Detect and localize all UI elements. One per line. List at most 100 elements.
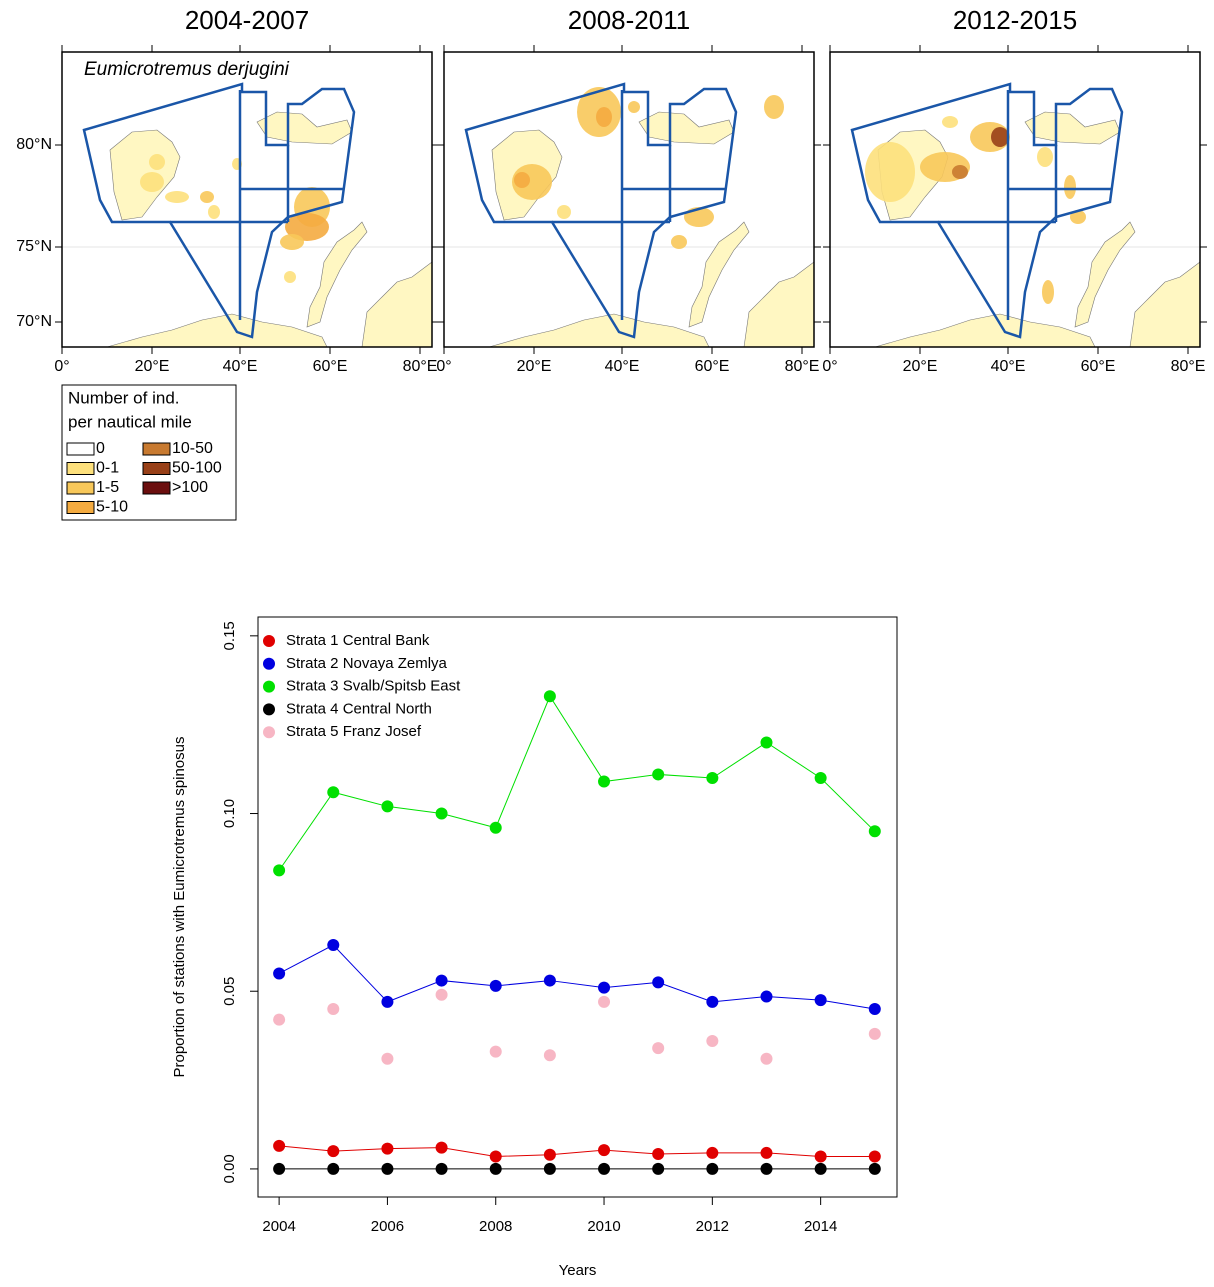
legend-swatch: [66, 462, 95, 475]
data-point: [543, 974, 556, 987]
series-line: [278, 695, 876, 871]
data-point: [598, 981, 611, 994]
panel-title: 2012-2015: [953, 5, 1077, 35]
data-point: [543, 1162, 556, 1175]
plot-frame: [257, 616, 898, 1198]
density-patch: [285, 213, 329, 241]
series: [273, 988, 881, 1065]
lon-label: 20°E: [903, 358, 938, 375]
density-patch: [628, 101, 640, 113]
density-patch: [514, 172, 530, 188]
data-point: [760, 1052, 773, 1065]
lon-label: 80°E: [403, 358, 438, 375]
lon-label: 20°E: [135, 358, 170, 375]
data-point: [489, 979, 502, 992]
lon-label: 0°: [436, 358, 451, 375]
data-point: [327, 1162, 340, 1175]
density-patch: [1064, 175, 1076, 199]
species-name: Eumicrotremus derjugini: [84, 59, 290, 80]
data-point: [327, 1145, 340, 1158]
data-point: [652, 1042, 665, 1055]
data-point: [868, 825, 881, 838]
map-panel: [444, 52, 814, 347]
density-patch: [671, 235, 687, 249]
data-point: [435, 807, 448, 820]
land: [361, 261, 432, 347]
legend-label: 0: [96, 440, 105, 457]
land: [743, 261, 814, 347]
land: [874, 313, 1096, 347]
legend-swatch: [66, 501, 95, 514]
lon-label: 80°E: [1171, 358, 1206, 375]
data-point: [327, 1002, 340, 1015]
x-tick-label: 2006: [371, 1218, 404, 1235]
legend-label: >100: [172, 479, 208, 496]
density-patch: [284, 271, 296, 283]
density-patch: [557, 205, 571, 219]
series: [273, 690, 881, 877]
lon-label: 60°E: [313, 358, 348, 375]
series: [273, 1162, 881, 1175]
data-point: [381, 800, 394, 813]
density-patch: [165, 191, 189, 203]
strata-outline: [82, 82, 356, 339]
data-point: [760, 1146, 773, 1159]
strata-outline: [464, 82, 738, 339]
y-tick-label: 0.10: [221, 799, 238, 828]
data-point: [814, 1150, 827, 1163]
land: [1129, 261, 1200, 347]
y-tick-label: 0.15: [221, 621, 238, 650]
lat-label: 75°N: [16, 238, 52, 255]
density-patch: [200, 191, 214, 203]
data-point: [598, 1144, 611, 1157]
data-point: [381, 1142, 394, 1155]
legend-swatch: [66, 481, 95, 495]
data-point: [543, 690, 556, 703]
land: [256, 111, 353, 145]
lon-label: 60°E: [1081, 358, 1116, 375]
legend-label: 10-50: [172, 440, 213, 457]
data-point: [706, 771, 719, 784]
panel-frame: [61, 51, 433, 348]
legend-label: Strata 1 Central Bank: [286, 632, 430, 649]
data-point: [814, 771, 827, 784]
data-point: [327, 939, 340, 952]
data-point: [327, 786, 340, 799]
legend-marker: [263, 680, 275, 693]
data-point: [435, 974, 448, 987]
data-point: [435, 988, 448, 1001]
series: [273, 939, 881, 1015]
data-point: [435, 1141, 448, 1154]
data-point: [598, 995, 611, 1008]
panel-title: 2004-2007: [185, 5, 309, 35]
legend-swatch: [142, 442, 171, 456]
data-point: [706, 1034, 719, 1047]
legend-label: Strata 2 Novaya Zemlya: [286, 655, 448, 672]
data-point: [489, 1150, 502, 1163]
panel-frame: [829, 51, 1201, 348]
data-point: [814, 994, 827, 1007]
data-point: [706, 1146, 719, 1159]
legend-title: Number of ind.: [68, 388, 180, 407]
data-point: [652, 976, 665, 989]
data-point: [381, 995, 394, 1008]
panel-title: 2008-2011: [568, 5, 690, 35]
data-point: [652, 768, 665, 781]
legend-label: 0-1: [96, 460, 119, 477]
data-point: [652, 1162, 665, 1175]
data-point: [760, 736, 773, 749]
series: [273, 1139, 881, 1163]
data-point: [489, 821, 502, 834]
map-panel: [62, 52, 432, 347]
strata-outline: [850, 82, 1124, 339]
x-tick-label: 2010: [587, 1218, 620, 1235]
data-point: [598, 1162, 611, 1175]
data-point: [273, 864, 286, 877]
data-point: [760, 1162, 773, 1175]
lon-label: 20°E: [517, 358, 552, 375]
data-point: [381, 1052, 394, 1065]
density-patch: [1042, 280, 1054, 304]
density-patch: [764, 95, 784, 119]
data-point: [381, 1162, 394, 1175]
lon-label: 40°E: [991, 358, 1026, 375]
